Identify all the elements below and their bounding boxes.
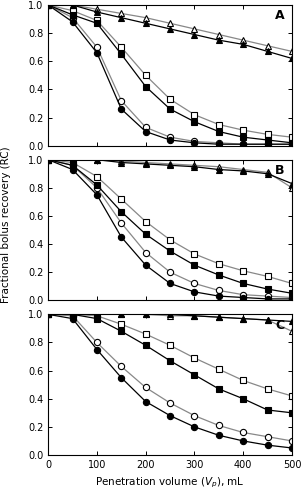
Text: B: B	[275, 164, 285, 177]
X-axis label: Penetration volume ($V_p$), mL: Penetration volume ($V_p$), mL	[95, 476, 245, 490]
Text: C: C	[275, 318, 285, 332]
Text: A: A	[275, 9, 285, 22]
Text: Fractional bolus recovery (RC): Fractional bolus recovery (RC)	[1, 146, 11, 304]
